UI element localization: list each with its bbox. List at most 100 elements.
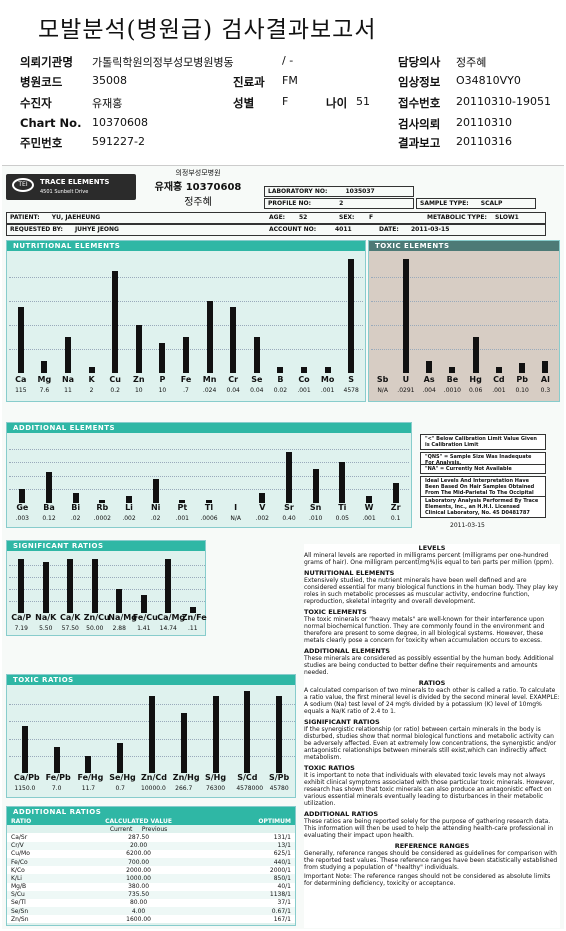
value-pb: 0.10 [515,387,529,394]
addr-col-opt: OPTIMUM [258,817,291,825]
scan-date: 2011-03-15 [411,226,450,233]
interpretation-column: LEVELS All mineral levels are reported i… [304,544,560,928]
note-na: "NA" = Currently Not Available [420,464,546,474]
addr-cell-o: 40/1 [277,883,291,891]
value-be: .0010 [443,387,461,394]
table-row: K/Li 1000.00 850/1 [7,874,295,883]
rrn-value: 591227-2 [92,135,145,148]
bar-p [159,343,166,373]
table-row: Fe/Co 700.00 440/1 [7,857,295,867]
grid-line [9,565,205,566]
label-ca: Ca [15,375,27,384]
grid-line [9,448,409,450]
label-cr: Cr [228,375,239,384]
bar-znfe [189,607,196,613]
bar-al [542,361,549,373]
addr-cell-c: 1000.00 [126,874,151,882]
label-li: Li [125,503,133,512]
bar-bi [72,492,79,503]
label-cd: Cd [493,375,505,384]
value-al: 0.3 [540,387,551,394]
value-b: 0.02 [273,387,288,394]
addr-cell-o: 2000/1 [269,866,291,874]
table-row: K/Co 2000.00 2000/1 [7,866,295,875]
label-mn: Mn [202,375,217,384]
bar-nak [42,562,49,613]
label-na: Na [61,375,75,384]
bar-rb [99,499,106,503]
value-fehg: 11.7 [81,785,96,792]
value-sb: N/A [377,387,388,394]
toxr-text: It is important to note that individuals… [304,772,555,807]
bar-cap [18,559,25,613]
table-row: Se/Tl 80.00 37/1 [7,898,295,908]
lab-meta-box: LABORATORY NO: 1035037 PROFILE NO: 2 SAM… [264,186,544,246]
value-znfe: .11 [187,625,198,632]
label-shg: S/Hg [204,773,227,782]
label-ni: Ni [150,503,161,512]
addr-cell-r: Se/Tl [11,899,26,907]
scan-metabolic-label: METABOLIC TYPE: [427,214,487,221]
additional-ratios-table: RATIO CALCULATED VALUE OPTIMUM Current P… [7,817,295,924]
grid-line [371,325,557,326]
addr-cell-r: Se/Sn [11,907,29,915]
add-el-title: ADDITIONAL ELEMENTS [304,647,390,655]
label-cak: Ca/K [60,613,81,622]
dept-value: FM [282,74,298,87]
chart-value: 10370608 [92,116,148,129]
table-row: Ca/Sr 287.50 131/1 [7,833,295,842]
value-sehg: 0.7 [115,785,125,792]
grid-line [9,475,409,477]
label-hg: Hg [469,375,482,384]
addr-cell-c: 1600.00 [126,915,151,923]
label-rb: Rb [96,503,109,512]
addr-title: ADDITIONAL RATIOS [7,807,295,817]
addr-cell-o: 0.67/1 [271,907,291,915]
label-camg: Ca/Mg [157,613,186,622]
bar-spb [276,695,283,773]
bar-pt [179,499,186,503]
label-znfe: Zn/Fe [181,613,207,622]
label-sn: Sn [309,503,322,512]
label-v: V [259,503,266,512]
label-cap: Ca/P [11,613,32,622]
value-tl: .0006 [200,515,218,522]
additional-ratios-panel: ADDITIONAL RATIOS RATIO CALCULATED VALUE… [6,806,296,926]
addr-cell-c: 20.00 [129,842,148,850]
org-separator: / - [282,54,294,67]
request-value: 20110310 [456,116,512,129]
value-w: .001 [362,515,376,522]
bar-ba [46,472,52,503]
bar-sehg [117,742,124,773]
scan-age: 52 [299,214,308,221]
label-be: Be [446,375,459,384]
value-ba: 0.12 [42,515,56,522]
scan-requested-label: REQUESTED BY: [10,226,63,233]
addr-cell-o: 850/1 [273,874,291,882]
addr-cell-c: 4.00 [131,907,146,915]
bar-mg [41,361,48,373]
addr-cell-o: 167/1 [273,915,291,923]
profile-no: 2 [339,200,344,207]
scan-sex-label: SEX: [339,214,355,221]
value-cu: 0.2 [110,387,120,394]
scan-metabolic: SLOW1 [495,214,519,221]
sample-type: SCALP [480,200,503,207]
bar-fepb [53,747,60,773]
label-sehg: Se/Hg [109,773,136,782]
addr-cell-r: S/Cu [11,891,25,899]
value-bi: .02 [70,515,81,522]
rrn-label: 주민번호 [20,136,63,150]
label-fe: Fe [180,375,192,384]
label-bi: Bi [71,503,81,512]
label-fecu: Fe/Cu [132,613,158,622]
value-shg: 76300 [206,785,226,792]
value-cak: 57.50 [61,625,79,632]
grid-line [9,489,409,491]
sigr-title: SIGNIFICANT RATIOS [304,718,380,726]
receipt-value: 20110310-19051 [456,95,551,108]
label-al: Al [540,375,550,384]
toxic-el-text: The toxic minerals or "heavy metals" are… [304,616,545,644]
value-zn: 10 [134,387,143,394]
age-value: 51 [356,95,370,108]
